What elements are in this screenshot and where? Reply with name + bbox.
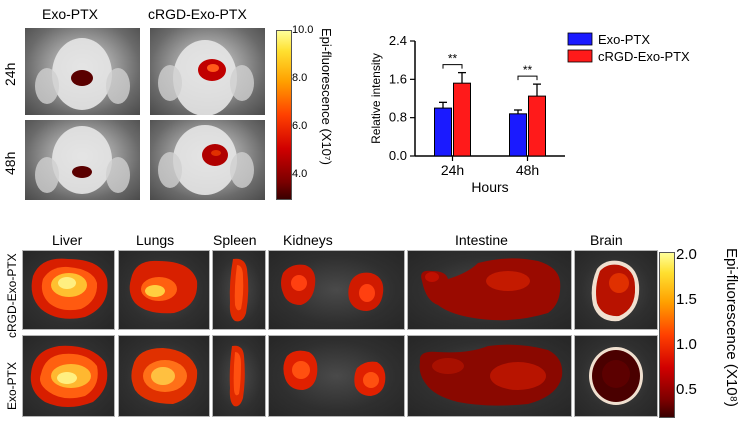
significance-marker: ** bbox=[448, 52, 458, 66]
top-colorbar-tick-6: 6.0 bbox=[292, 120, 308, 132]
top-colorbar-tick-4: 4.0 bbox=[292, 168, 308, 180]
bottom-colorbar-tick-0-5: 0.5 bbox=[676, 381, 697, 398]
x-tick-label: 48h bbox=[516, 162, 539, 178]
legend-label: Exo-PTX bbox=[598, 32, 650, 47]
organ-label-liver: Liver bbox=[52, 232, 83, 248]
top-colorbar-tick-10: 10.0 bbox=[292, 24, 314, 36]
y-tick-label: 0.8 bbox=[389, 110, 407, 125]
bottom-colorbar-tick-2: 2.0 bbox=[676, 246, 697, 263]
bottom-colorbar-title: Epi-fluorescence (X10⁸) bbox=[723, 248, 740, 407]
mouse-image-crgd-24h bbox=[150, 28, 265, 115]
top-colorbar-tick-8: 8.0 bbox=[292, 72, 308, 84]
y-tick-label: 1.6 bbox=[389, 71, 407, 86]
col-label-crgd-exo-ptx: cRGD-Exo-PTX bbox=[148, 6, 247, 22]
bar bbox=[434, 107, 452, 157]
significance-bracket bbox=[442, 64, 463, 69]
row-label-exo-ptx: Exo-PTX bbox=[5, 361, 19, 410]
bottom-colorbar-tick-1: 1.0 bbox=[676, 336, 697, 353]
bar-chart: 0.0 0.8 1.6 2.4 Relative intensity ** 24h ** 48h… bbox=[369, 32, 690, 195]
organ-image-spleen-exo bbox=[212, 335, 266, 417]
organ-label-spleen: Spleen bbox=[213, 232, 257, 248]
top-colorbar-gradient bbox=[276, 30, 292, 200]
significance-marker: ** bbox=[523, 63, 533, 77]
organ-image-brain-crgd bbox=[574, 250, 658, 330]
organ-image-brain-exo bbox=[574, 335, 658, 417]
y-axis-title: Relative intensity bbox=[369, 53, 383, 144]
row-label-48h: 48h bbox=[2, 151, 18, 175]
y-tick-label: 2.4 bbox=[389, 33, 407, 48]
top-colorbar-title: Epi-fluorescence (X10⁷) bbox=[319, 28, 334, 165]
bottom-colorbar-gradient bbox=[659, 252, 675, 418]
significance-bracket bbox=[517, 75, 538, 81]
bottom-colorbar-tick-1-5: 1.5 bbox=[676, 291, 697, 308]
organ-image-liver-exo bbox=[22, 335, 115, 417]
organ-image-kidneys-exo bbox=[268, 335, 405, 417]
organ-label-brain: Brain bbox=[590, 232, 623, 248]
bar bbox=[453, 82, 471, 157]
row-label-crgd-exo-ptx: cRGD-Exo-PTX bbox=[5, 253, 19, 338]
mouse-image-exo-24h bbox=[25, 28, 140, 115]
organ-label-lungs: Lungs bbox=[136, 232, 175, 248]
mouse-image-crgd-48h bbox=[150, 120, 265, 200]
organ-image-lungs-crgd bbox=[118, 250, 210, 330]
col-label-exo-ptx: Exo-PTX bbox=[42, 6, 99, 22]
organ-image-lungs-exo bbox=[118, 335, 210, 417]
organ-image-intestine-exo bbox=[407, 335, 572, 417]
y-tick-label: 0.0 bbox=[389, 148, 407, 163]
row-label-24h: 24h bbox=[2, 62, 18, 86]
organ-label-intestine: Intestine bbox=[455, 232, 508, 248]
legend-label: cRGD-Exo-PTX bbox=[598, 49, 690, 64]
organ-image-intestine-crgd bbox=[407, 250, 572, 330]
organ-image-liver-crgd bbox=[22, 250, 115, 330]
x-tick-label: 24h bbox=[441, 162, 464, 178]
legend-swatch bbox=[567, 49, 593, 63]
legend-swatch bbox=[567, 32, 593, 46]
organ-image-kidneys-crgd bbox=[268, 250, 405, 330]
mouse-image-exo-48h bbox=[25, 120, 140, 200]
bar bbox=[509, 113, 527, 157]
organ-image-spleen-crgd bbox=[212, 250, 266, 330]
organ-label-kidneys: Kidneys bbox=[283, 232, 333, 248]
x-axis-title: Hours bbox=[471, 179, 508, 195]
bar bbox=[528, 95, 546, 157]
